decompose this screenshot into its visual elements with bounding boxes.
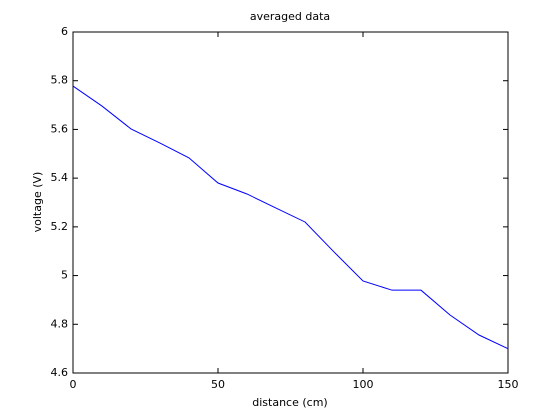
y-tick-label: 5.2 <box>51 220 69 233</box>
y-tick-label: 4.8 <box>51 317 69 330</box>
y-axis-label: voltage (V) <box>31 172 44 233</box>
y-tick-label: 6 <box>61 25 68 38</box>
y-tick-label: 5.6 <box>51 122 69 135</box>
x-tick-label: 0 <box>70 378 77 391</box>
y-tick-label: 5.8 <box>51 74 69 87</box>
x-axis-label: distance (cm) <box>252 396 327 409</box>
x-tick-label: 50 <box>211 378 225 391</box>
chart-title: averaged data <box>250 10 330 23</box>
x-tick-label: 100 <box>353 378 374 391</box>
data-line <box>72 85 509 350</box>
x-tick-label: 150 <box>498 378 519 391</box>
y-tick-label: 4.6 <box>51 366 69 379</box>
axes-box <box>72 31 509 374</box>
y-tick-label: 5 <box>61 269 68 282</box>
y-tick-label: 5.4 <box>51 171 69 184</box>
